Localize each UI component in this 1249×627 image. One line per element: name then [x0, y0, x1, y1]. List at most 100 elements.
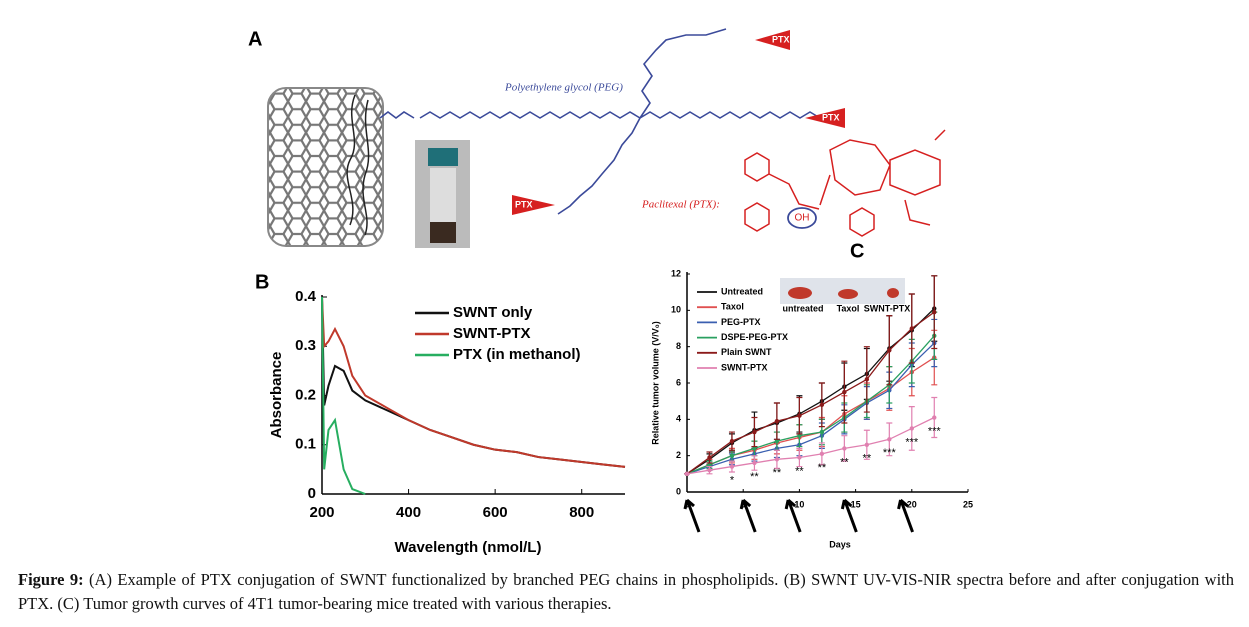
y-tick-label: 2 — [676, 450, 681, 460]
y-tick-label: 0.2 — [295, 386, 316, 403]
y-axis-label: Absorbance — [268, 352, 285, 439]
significance: ** — [840, 456, 849, 468]
y-tick-label: 10 — [671, 305, 681, 315]
panel-label: B — [255, 271, 269, 293]
caption-text: (A) Example of PTX conjugation of SWNT f… — [18, 570, 1235, 613]
y-tick-label: 0 — [308, 485, 316, 502]
series-line — [321, 296, 626, 468]
marker — [797, 433, 802, 438]
marker — [774, 457, 780, 462]
ptx-label: PTX — [515, 199, 533, 209]
legend-label: Untreated — [721, 286, 763, 296]
treatment-arrow — [739, 498, 757, 533]
paclitaxel-label: Paclitexal (PTX): — [641, 199, 720, 211]
tumor — [788, 287, 812, 299]
x-tick-label: 200 — [309, 504, 334, 521]
series-line — [321, 296, 366, 495]
significance: ** — [818, 462, 827, 474]
significance: ** — [773, 467, 782, 479]
y-tick-label: 8 — [676, 341, 681, 351]
treatment-arrow — [840, 498, 858, 533]
marker — [729, 453, 735, 458]
ptx-marker — [755, 30, 790, 50]
marker — [797, 413, 802, 418]
marker — [932, 309, 937, 315]
series-line — [686, 416, 935, 475]
series-line — [686, 311, 935, 475]
lipid-chains — [346, 94, 370, 236]
legend-label: Plain SWNT — [721, 347, 772, 357]
peg-label: Polyethylene glycol (PEG) — [504, 82, 623, 94]
legend-label: Taxol — [721, 302, 744, 312]
marker — [707, 455, 712, 460]
series-line — [686, 335, 935, 475]
x-tick-label: 400 — [396, 504, 421, 521]
ptx-marker — [805, 108, 845, 128]
marker — [909, 326, 914, 331]
y-tick-label: 0.1 — [295, 436, 316, 453]
nanotube — [267, 87, 384, 247]
x-tick-label: 15 — [851, 499, 861, 509]
series-line — [686, 357, 935, 475]
x-tick-label: 20 — [907, 499, 917, 509]
inset-label: untreated — [782, 303, 823, 313]
significance: ** — [795, 465, 804, 477]
marker — [797, 455, 802, 460]
legend-label: SWNT-PTX — [453, 325, 531, 342]
x-axis-label: Days — [829, 539, 851, 549]
series-line — [321, 296, 626, 468]
marker — [752, 460, 757, 466]
y-axis-label: Relative tumor volume (V/V₀) — [650, 321, 660, 445]
marker — [707, 468, 712, 473]
significance: *** — [928, 425, 942, 437]
y-tick-label: 0 — [676, 486, 681, 496]
treatment-arrow — [683, 498, 701, 533]
marker — [684, 471, 690, 477]
tumor — [838, 289, 858, 299]
marker — [842, 389, 847, 395]
marker — [752, 446, 757, 451]
oh-label: OH — [795, 213, 810, 224]
x-axis-label: Wavelength (nmol/L) — [395, 539, 542, 556]
inset-label: Taxol — [837, 303, 860, 313]
panel-label: C — [850, 240, 864, 262]
marker — [819, 451, 825, 457]
marker — [864, 377, 870, 382]
legend-label: PTX (in methanol) — [453, 346, 581, 363]
series-line — [686, 342, 935, 475]
marker — [909, 426, 914, 431]
marker — [752, 429, 757, 435]
marker — [774, 418, 780, 424]
x-tick-label: 600 — [483, 504, 508, 521]
ptx-label: PTX — [772, 34, 790, 44]
x-tick-label: 800 — [569, 504, 594, 521]
y-tick-label: 0.3 — [295, 337, 316, 354]
caption-label: Figure 9: — [18, 570, 84, 589]
marker — [729, 438, 735, 444]
significance: *** — [883, 447, 897, 459]
figure: A Polyethylene glycol (PEG) PTX PTX PTX … — [248, 28, 973, 556]
marker — [819, 429, 825, 435]
y-tick-label: 12 — [671, 268, 681, 278]
legend-label: PEG-PTX — [721, 317, 761, 327]
significance: *** — [905, 436, 919, 448]
treatment-arrow — [784, 498, 802, 533]
y-tick-label: 0.4 — [295, 288, 317, 305]
marker — [887, 437, 892, 442]
marker — [887, 348, 892, 353]
marker — [864, 442, 870, 447]
vial-liquid — [430, 222, 456, 243]
tumor — [887, 288, 899, 298]
x-tick-label: 25 — [963, 499, 973, 509]
x-tick-label: 10 — [794, 499, 804, 509]
significance: * — [730, 474, 735, 486]
marker — [932, 415, 937, 420]
inset-label: SWNT-PTX — [864, 303, 911, 313]
panel-label: A — [248, 28, 262, 50]
significance: ** — [750, 471, 759, 483]
y-tick-label: 4 — [676, 414, 681, 424]
treatment-arrow — [897, 498, 914, 533]
marker — [707, 462, 712, 467]
oh-highlight — [787, 207, 817, 229]
